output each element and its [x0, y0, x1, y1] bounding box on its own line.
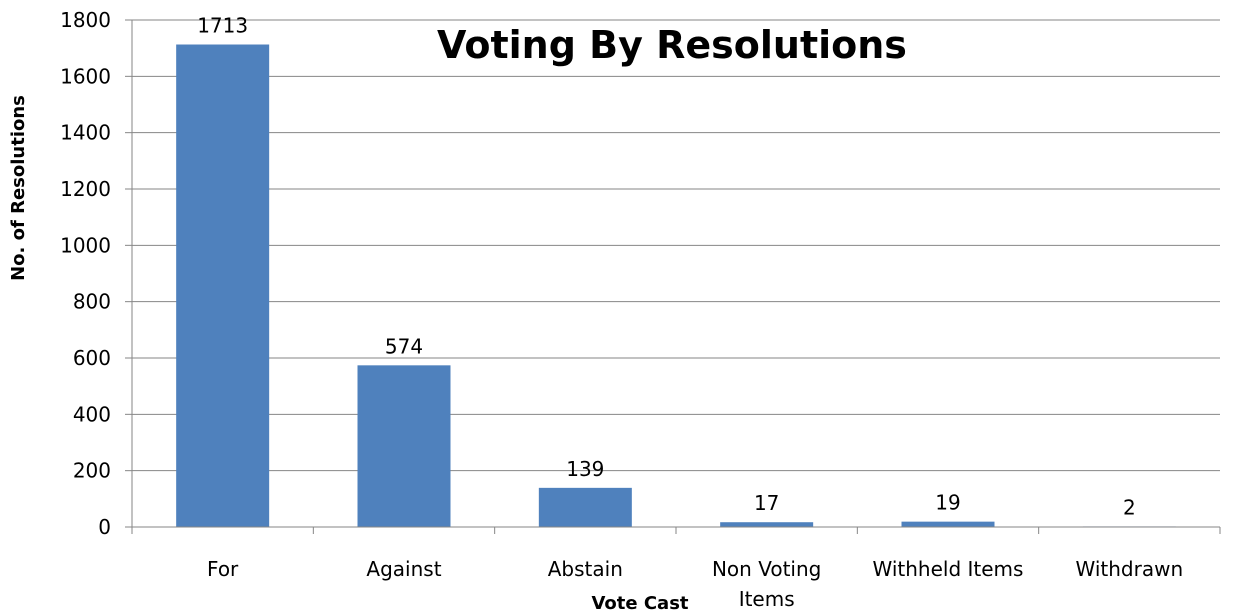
bar: [720, 522, 814, 527]
y-tick-label: 1000: [60, 233, 111, 257]
x-category-label: Withheld Items: [873, 557, 1024, 581]
data-labels: 1713 574 139 17 19 2: [197, 14, 1135, 520]
bar: [538, 487, 632, 527]
data-label: 1713: [197, 14, 248, 38]
data-label: 574: [385, 334, 423, 358]
bar: [901, 521, 995, 527]
y-tick-label: 200: [73, 459, 111, 483]
x-axis-title: Vote Cast: [591, 593, 688, 614]
y-tick-label: 1400: [60, 121, 111, 145]
data-label: 2: [1123, 495, 1136, 519]
gridlines: [132, 19, 1220, 472]
y-tick-label: 1800: [60, 8, 111, 32]
y-tick-label: 1600: [60, 64, 111, 88]
data-label: 139: [566, 457, 604, 481]
bar: [357, 365, 451, 527]
x-category-labels: For Against Abstain Non Voting Items Withheld…: [207, 557, 1183, 611]
data-label: 19: [935, 491, 960, 515]
y-tick-label: 400: [73, 402, 111, 426]
x-category-label: Abstain: [548, 557, 623, 581]
axes: [125, 19, 1221, 534]
y-tick-label: 800: [73, 290, 111, 314]
y-tick-labels: 0 200 400 600 800 1000 1200 1400 1600 1800: [60, 8, 111, 539]
bars: [176, 44, 1176, 527]
y-tick-label: 1200: [60, 177, 111, 201]
data-label: 17: [754, 491, 779, 515]
y-tick-label: 600: [73, 346, 111, 370]
x-category-label: For: [207, 557, 239, 581]
x-category-label: Against: [366, 557, 441, 581]
y-axis-title: No. of Resolutions: [8, 95, 29, 281]
x-category-label: Withdrawn: [1076, 557, 1184, 581]
y-tick-label: 0: [98, 515, 111, 539]
chart-title: Voting By Resolutions: [437, 23, 907, 67]
x-category-label: Non Voting Items: [712, 557, 821, 611]
bar: [176, 44, 270, 527]
